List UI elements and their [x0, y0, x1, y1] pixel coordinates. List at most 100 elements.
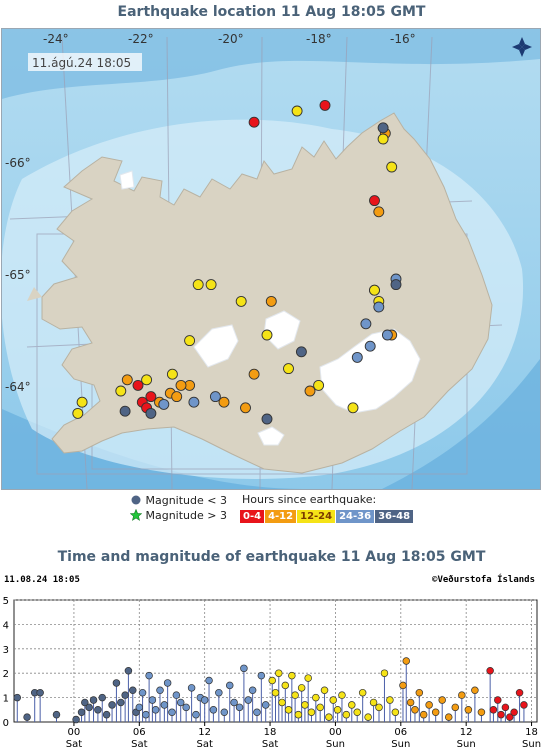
map-quake-point — [360, 318, 372, 330]
quake-point — [271, 688, 280, 697]
quake-point — [121, 691, 129, 699]
quake-point — [451, 703, 460, 712]
quake-point — [240, 664, 248, 673]
legend-bin-1: 4-12 — [265, 510, 297, 523]
quake-point — [145, 671, 153, 680]
map-quake-point — [381, 329, 393, 341]
quake-point — [138, 688, 147, 697]
x-tick-hour: 06 — [394, 727, 407, 738]
legend-bin-2: 12-24 — [297, 510, 336, 523]
map-legend: Magnitude < 3 Magnitude > 3 Hours since … — [0, 490, 543, 530]
quake-point — [98, 693, 107, 702]
map-quake-point — [132, 379, 144, 391]
map-canvas[interactable]: -24° -22° -20° -18° -16° -66° -65° -64° 11.ágú.… — [2, 29, 540, 489]
quake-point — [471, 686, 479, 695]
quake-point — [135, 703, 144, 712]
quake-point — [176, 698, 185, 707]
quake-point — [402, 657, 411, 665]
quake-point — [284, 706, 293, 714]
map-quake-point — [295, 346, 307, 358]
map-quake-point — [166, 368, 178, 380]
quake-point — [304, 674, 312, 682]
quake-point — [329, 696, 337, 704]
quake-point — [117, 698, 125, 707]
quake-point — [375, 703, 383, 712]
map-quake-point — [261, 329, 273, 341]
map-quake-point — [209, 391, 221, 403]
map-lat-label: -65° — [5, 268, 31, 282]
map-title: Earthquake location 11 Aug 18:05 GMT — [117, 4, 426, 20]
map-quake-point — [141, 374, 153, 386]
quake-point — [316, 703, 324, 712]
quake-point — [160, 701, 169, 709]
quake-point — [358, 688, 367, 697]
quake-point — [148, 696, 157, 704]
quake-point — [520, 701, 528, 709]
quake-point — [431, 708, 440, 716]
quake-point — [353, 708, 361, 716]
legend-bin-4: 36-48 — [375, 510, 414, 523]
quake-point — [182, 703, 190, 712]
map-quake-point — [390, 279, 402, 291]
x-tick-day: Sat — [262, 739, 278, 750]
quake-point — [320, 686, 329, 695]
map-lat-label: -66° — [5, 156, 31, 170]
glaciers — [119, 170, 421, 446]
map-lat-label: -64° — [5, 380, 31, 394]
map-quake-point — [373, 301, 385, 313]
map-quake-point — [347, 402, 359, 414]
quake-point — [85, 703, 93, 712]
quake-point — [278, 698, 286, 707]
earthquake-map[interactable]: -24° -22° -20° -18° -16° -66° -65° -64° 11.ágú.… — [1, 28, 541, 490]
quake-point — [72, 715, 80, 724]
quake-point — [301, 701, 309, 709]
map-quake-point — [377, 122, 389, 134]
quake-point — [253, 708, 261, 716]
legend-hours-bins: 0-4 4-12 12-24 24-36 36-48 — [240, 509, 414, 523]
compass-rose-icon[interactable] — [512, 37, 532, 57]
quake-point — [386, 696, 394, 704]
quake-point — [458, 691, 466, 699]
map-quake-point — [369, 284, 380, 296]
map-quake-point — [235, 295, 247, 307]
quake-point — [215, 688, 223, 697]
map-quake-point — [145, 391, 157, 403]
quake-point — [312, 693, 320, 702]
quake-point — [235, 703, 244, 712]
map-quake-point — [261, 413, 273, 425]
map-quake-point — [369, 195, 380, 207]
quake-point — [294, 710, 303, 719]
quake-point — [415, 688, 424, 697]
quake-point — [333, 706, 342, 714]
x-tick-hour: 00 — [68, 727, 81, 738]
quake-point — [406, 698, 415, 707]
map-points — [72, 99, 402, 425]
map-lon-label: -20° — [218, 32, 244, 46]
map-lon-label: -18° — [306, 32, 332, 46]
quake-point — [156, 686, 164, 695]
quake-point — [124, 667, 133, 675]
quake-point — [342, 710, 351, 719]
x-tick-hour: 12 — [460, 727, 473, 738]
map-quake-point — [119, 405, 131, 417]
plot-left-stamp: 11.08.24 18:05 — [4, 575, 80, 585]
map-quake-point — [319, 99, 331, 111]
map-quake-point — [313, 379, 325, 391]
map-quake-point — [192, 279, 204, 291]
map-quake-point — [373, 206, 385, 218]
quake-point — [364, 713, 372, 721]
map-quake-point — [364, 340, 376, 352]
quake-point — [506, 713, 514, 721]
quake-point — [464, 706, 473, 714]
x-tick-day: Sat — [196, 739, 212, 750]
quake-point — [419, 710, 428, 719]
map-quake-point — [240, 402, 251, 414]
quake-point — [36, 688, 44, 697]
x-tick-day: Sat — [66, 739, 82, 750]
quake-point — [501, 703, 510, 712]
quake-point — [380, 669, 389, 677]
stamp-bg — [28, 53, 142, 71]
quake-point — [281, 681, 290, 690]
map-quake-point — [386, 161, 398, 173]
quake-point — [338, 691, 346, 699]
